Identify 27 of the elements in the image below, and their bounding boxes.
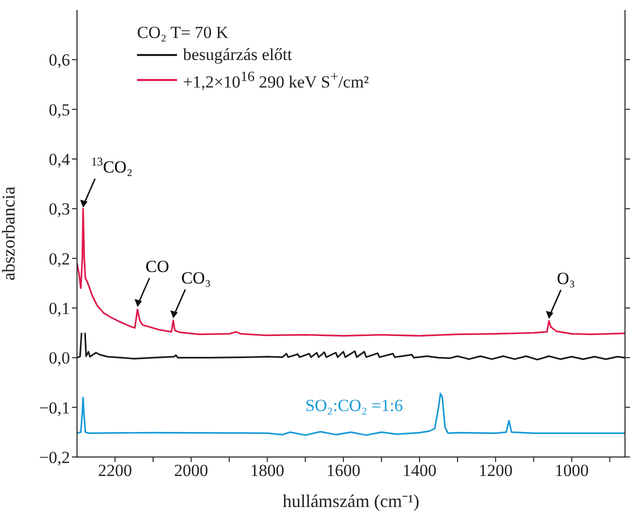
y-tick-label: −0,2 xyxy=(39,448,70,468)
legend-label: besugárzás előtt xyxy=(183,44,292,66)
x-tick-label: 1200 xyxy=(478,461,513,480)
annotation: O₃ xyxy=(556,268,576,288)
x-tick-label: 2000 xyxy=(174,461,208,480)
annotation: $^{13}$CO₂ xyxy=(91,154,133,177)
y-tick-label: −0,1 xyxy=(39,398,70,418)
series-label: SO₂:CO₂ =1:6 xyxy=(305,396,403,416)
y-tick-label: 0,5 xyxy=(48,100,70,120)
y-tick-label: 0,2 xyxy=(48,249,70,268)
x-tick-label: 1000 xyxy=(554,461,589,480)
x-tick-label: 2200 xyxy=(98,461,132,480)
line-series xyxy=(77,392,625,436)
y-tick-label: 0,0 xyxy=(48,348,70,368)
x-tick-label: 1400 xyxy=(402,461,436,480)
x-tick-label: 1800 xyxy=(250,461,284,480)
y-tick-label: 0,1 xyxy=(48,299,70,318)
x-tick-label: 1600 xyxy=(326,461,360,480)
y-tick-label: 0,4 xyxy=(48,150,70,170)
x-axis-title: hullámszám (cm⁻¹) xyxy=(282,491,420,511)
annotation: CO₃ xyxy=(181,268,211,288)
legend-label: +1,2×10$^{16}$ 290 keV S$^{+}$/cm² xyxy=(183,68,369,94)
y-axis-title: abszorbancia xyxy=(0,186,18,280)
y-tick-label: 0,6 xyxy=(48,50,70,70)
annotation: CO xyxy=(146,257,170,276)
legend-title: CO₂ T= 70 K xyxy=(137,22,230,44)
y-tick-label: 0,3 xyxy=(48,200,70,219)
